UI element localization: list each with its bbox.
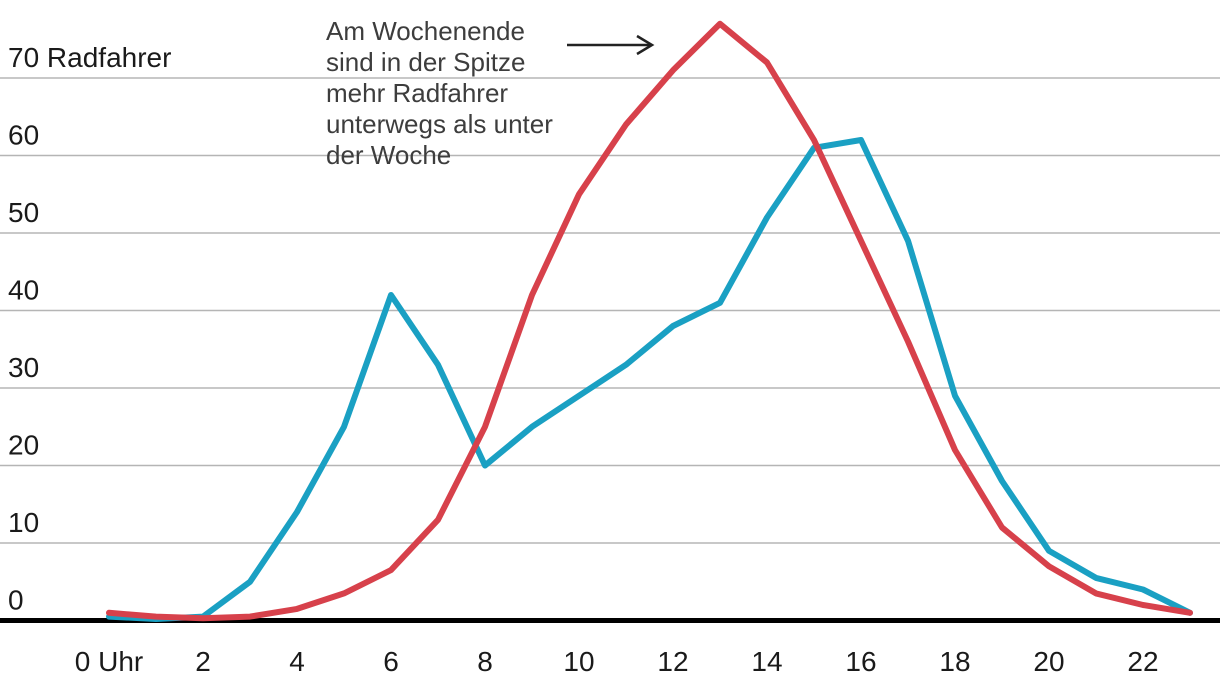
x-tick-label-0: 0 Uhr xyxy=(75,646,143,677)
series-line-weekday xyxy=(106,137,1193,622)
x-tick-label-16: 16 xyxy=(845,646,876,677)
annotation-line-3: mehr Radfahrer xyxy=(326,78,508,108)
annotation-line-1: Am Wochenende xyxy=(326,16,525,46)
y-tick-label-10: 10 xyxy=(8,507,39,538)
y-tick-label-0: 0 xyxy=(8,585,24,616)
annotation-arrow-icon xyxy=(567,34,655,56)
annotation-line-4: unterwegs als unter xyxy=(326,109,553,139)
annotation-line-5: der Woche xyxy=(326,140,451,170)
y-tick-label-70: 70 Radfahrer xyxy=(8,42,171,73)
y-axis-tick-labels: 0 10 20 30 40 50 60 70 Radfahrer xyxy=(8,42,171,616)
annotation-line-2: sind in der Spitze xyxy=(326,47,525,77)
x-tick-label-2: 2 xyxy=(195,646,211,677)
x-tick-label-18: 18 xyxy=(939,646,970,677)
y-tick-label-20: 20 xyxy=(8,430,39,461)
x-tick-label-22: 22 xyxy=(1127,646,1158,677)
series-line-weekend xyxy=(106,20,1193,622)
series-lines xyxy=(106,20,1193,622)
x-tick-label-12: 12 xyxy=(657,646,688,677)
y-tick-label-40: 40 xyxy=(8,275,39,306)
x-tick-label-20: 20 xyxy=(1033,646,1064,677)
x-tick-label-4: 4 xyxy=(289,646,305,677)
y-tick-label-60: 60 xyxy=(8,120,39,151)
y-tick-label-30: 30 xyxy=(8,352,39,383)
x-tick-label-8: 8 xyxy=(477,646,493,677)
x-axis-tick-labels: 0 Uhr 2 4 6 8 10 12 14 16 18 20 22 xyxy=(75,646,1159,677)
x-tick-label-14: 14 xyxy=(751,646,782,677)
y-tick-label-50: 50 xyxy=(8,197,39,228)
annotation-text: Am Wochenende sind in der Spitze mehr Ra… xyxy=(326,16,553,170)
x-tick-label-6: 6 xyxy=(383,646,399,677)
gridlines xyxy=(0,77,1220,544)
x-tick-label-10: 10 xyxy=(563,646,594,677)
